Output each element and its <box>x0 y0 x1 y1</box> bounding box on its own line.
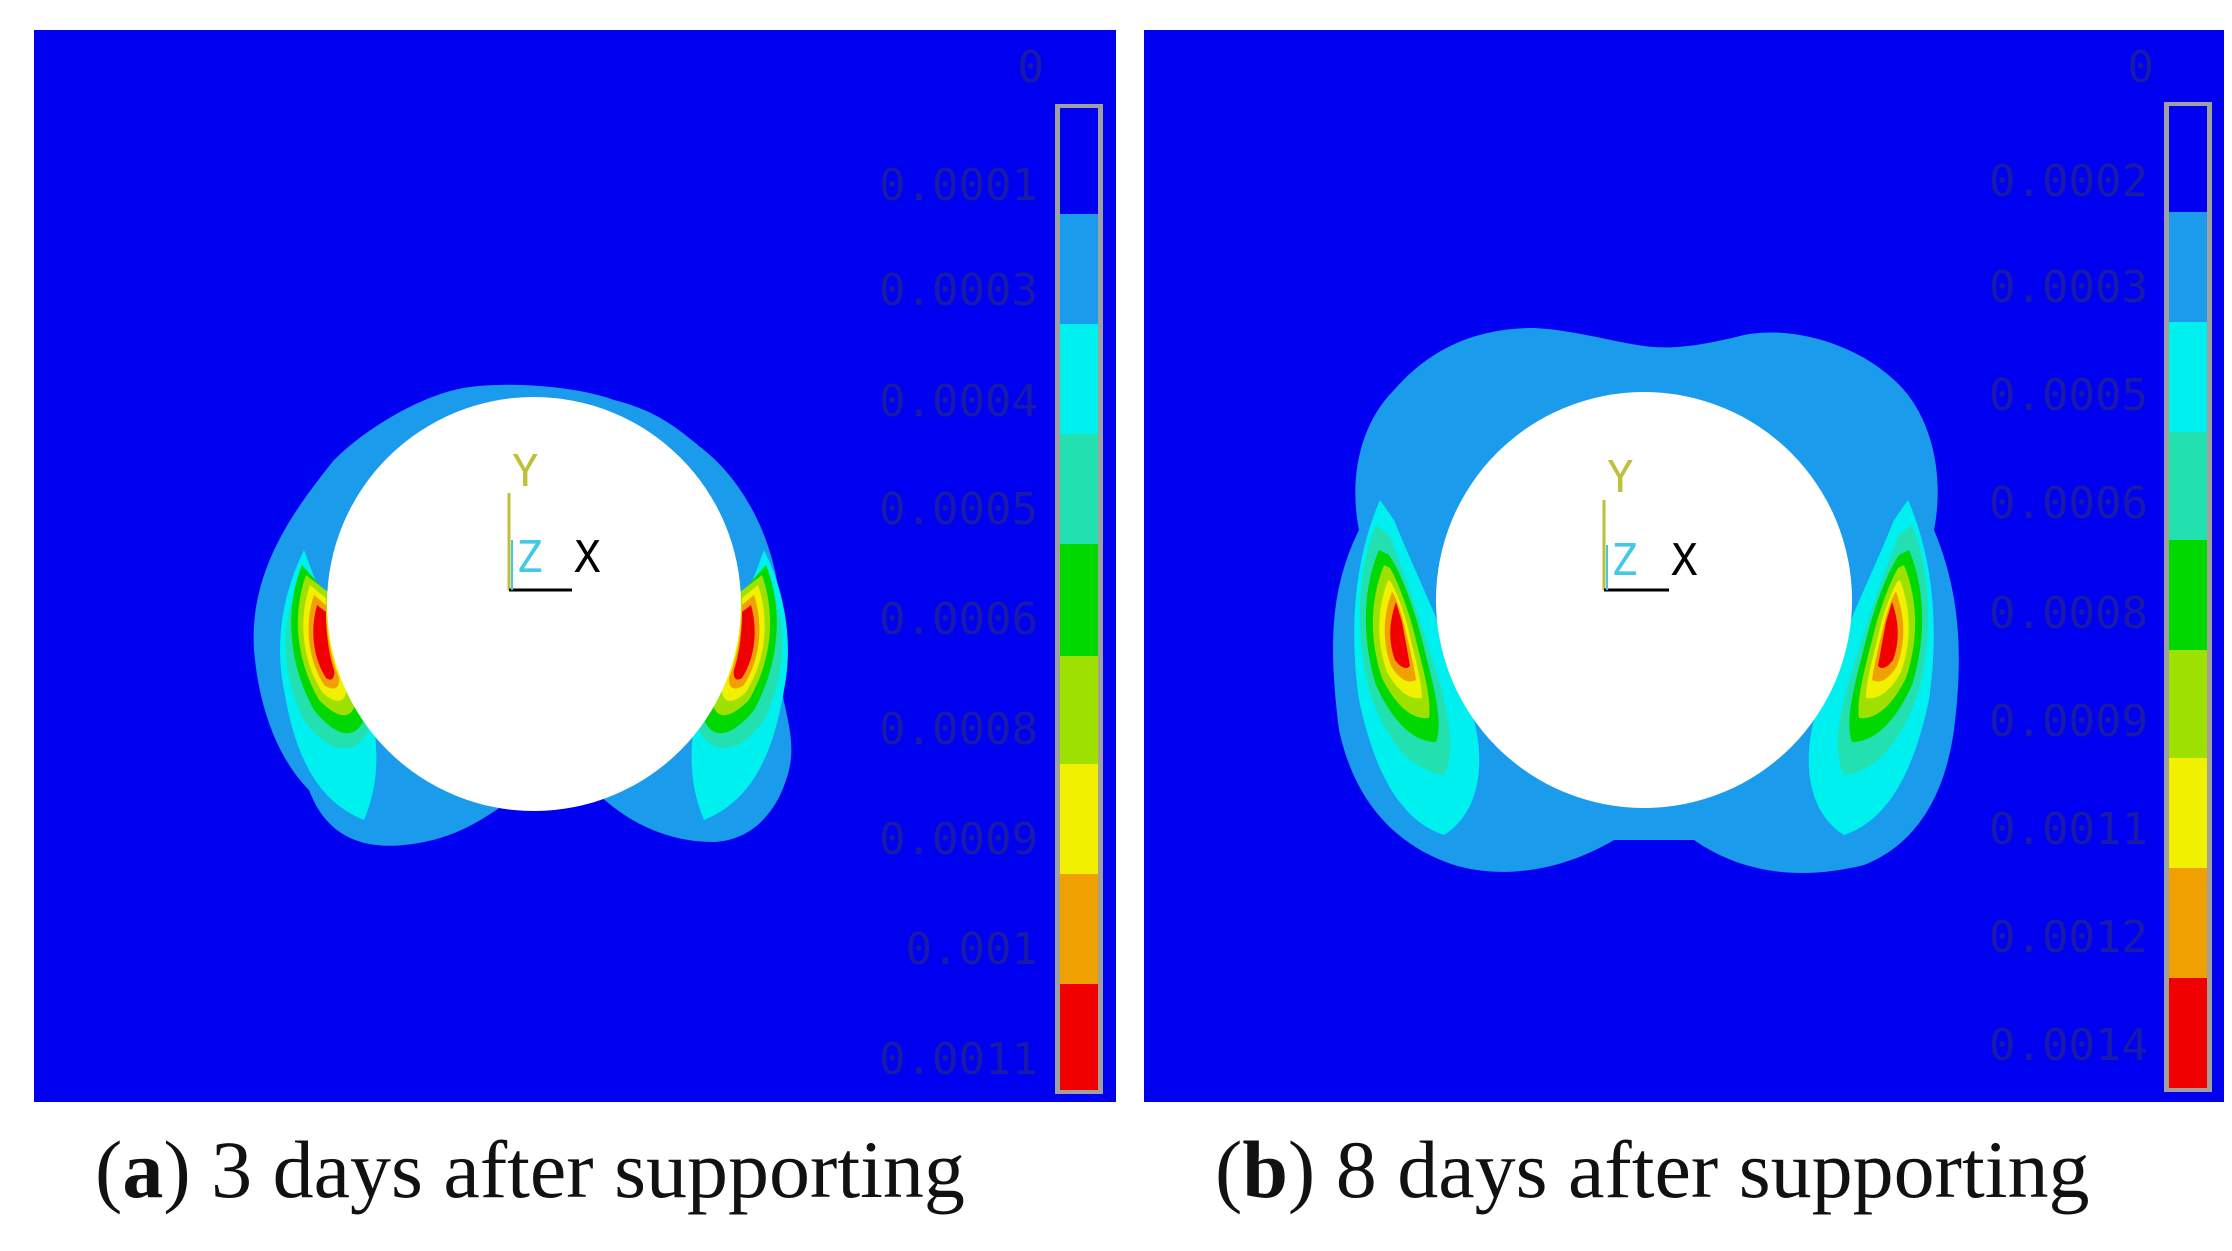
tunnel-opening-b <box>1436 392 1852 808</box>
caption-b: (b) 8 days after supporting <box>1215 1124 2090 1215</box>
caption-letter: b <box>1242 1124 1288 1215</box>
axis-x-label: X <box>1671 535 1698 586</box>
tunnel-opening-a <box>327 397 741 811</box>
contour-plot-b: Y Z X 0 0.0002 0.0003 0.0005 0.0006 0.00… <box>1144 30 2224 1102</box>
legend-label: 0.0005 <box>1989 370 2148 421</box>
axis-triad-a: Y Z X <box>507 446 601 592</box>
caption-a: (a) 3 days after supporting <box>95 1124 965 1215</box>
caption-text: 3 days after supporting <box>190 1124 965 1215</box>
legend-label: 0 <box>1018 42 1045 93</box>
legend-label: 0.0001 <box>879 160 1038 211</box>
legend-label: 0.0005 <box>879 484 1038 535</box>
legend-label: 0.0003 <box>879 265 1038 316</box>
legend-label: 0.0003 <box>1989 262 2148 313</box>
legend-label: 0 <box>2128 42 2155 93</box>
legend-label: 0.0006 <box>879 594 1038 645</box>
contour-svg-a: Y Z X 0 0.0001 0.0003 0.0004 0.0005 0.00… <box>34 30 1116 1102</box>
legend-label: 0.0011 <box>1989 804 2148 855</box>
legend-label: 0.0008 <box>1989 588 2148 639</box>
legend-b: 0 0.0002 0.0003 0.0005 0.0006 0.0008 0.0… <box>1989 42 2212 1092</box>
axis-z-label: Z <box>1611 535 1638 586</box>
legend-label: 0.0006 <box>1989 478 2148 529</box>
legend-label: 0.0004 <box>879 376 1038 427</box>
axis-triad-b: Y Z X <box>1602 452 1698 592</box>
contour-svg-b: Y Z X 0 0.0002 0.0003 0.0005 0.0006 0.00… <box>1144 30 2224 1102</box>
axis-x-label: X <box>574 532 601 583</box>
legend-label: 0.0002 <box>1989 156 2148 207</box>
contour-plot-a: Y Z X 0 0.0001 0.0003 0.0004 0.0005 0.00… <box>34 30 1116 1102</box>
legend-label: 0.001 <box>906 924 1038 975</box>
axis-z-label: Z <box>516 532 543 583</box>
legend-label: 0.0008 <box>879 704 1038 755</box>
legend-label: 0.0011 <box>879 1034 1038 1085</box>
legend-label: 0.0012 <box>1989 912 2148 963</box>
axis-y-label: Y <box>1607 452 1634 503</box>
legend-label: 0.0014 <box>1989 1020 2148 1071</box>
legend-a: 0 0.0001 0.0003 0.0004 0.0005 0.0006 0.0… <box>879 42 1103 1094</box>
axis-y-label: Y <box>512 446 539 497</box>
caption-letter: a <box>122 1124 164 1215</box>
legend-label: 0.0009 <box>1989 696 2148 747</box>
caption-text: 8 days after supporting <box>1315 1124 2090 1215</box>
legend-label: 0.0009 <box>879 814 1038 865</box>
